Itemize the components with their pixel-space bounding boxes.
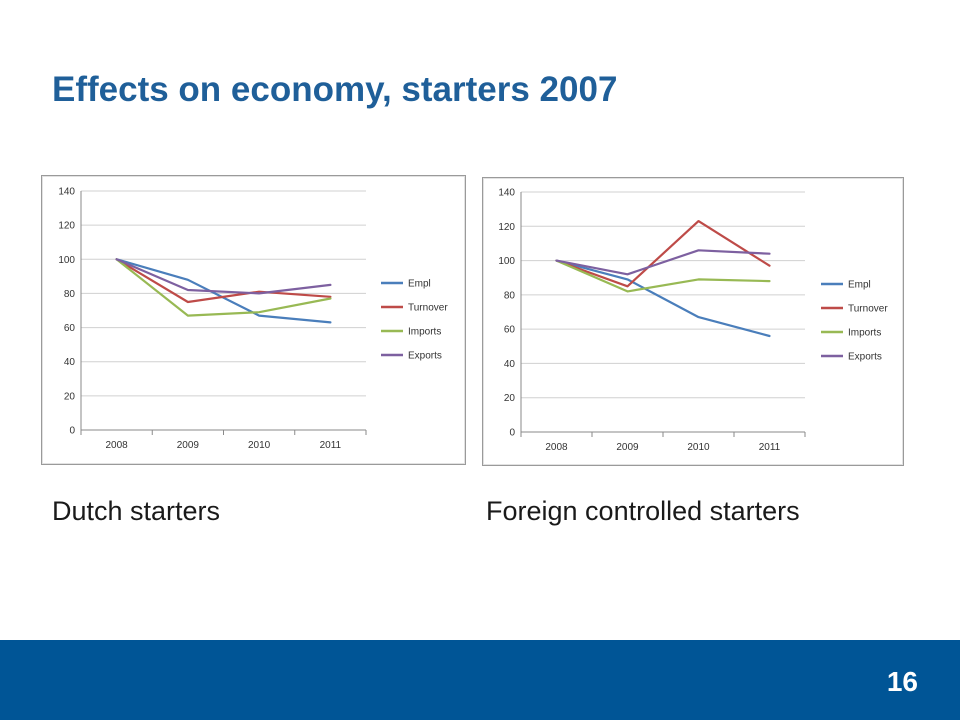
series-line-exports xyxy=(555,249,771,276)
y-tick-label: 80 xyxy=(64,289,76,300)
chart-foreign-starters-svg: 0 20 40 60 80 100 120 140 2008 2009 2010 2011 Empl Tu… xyxy=(498,188,888,454)
caption-dutch-starters: Dutch starters xyxy=(52,496,221,526)
x-tick-label: 2009 xyxy=(616,442,639,453)
y-tick-label: 140 xyxy=(498,188,515,199)
y-tick-label: 0 xyxy=(509,428,515,439)
y-tick-label: 40 xyxy=(64,357,76,368)
chart-foreign-starters: 0 20 40 60 80 100 120 140 2008 2009 2010 2011 Empl Tu… xyxy=(482,177,904,466)
x-tick-label: 2011 xyxy=(320,440,342,451)
series-line-empl xyxy=(555,259,771,338)
series-line-turnover xyxy=(115,258,332,304)
x-tick-label: 2011 xyxy=(759,442,781,453)
legend-label-imports: Imports xyxy=(848,328,881,339)
legend-label-empl: Empl xyxy=(408,279,431,290)
x-tick-label: 2008 xyxy=(545,442,568,453)
x-tick-label: 2010 xyxy=(248,440,271,451)
slide-title: Effects on economy, starters 2007 xyxy=(52,70,618,109)
series-line-imports xyxy=(555,259,771,293)
x-tick-label: 2009 xyxy=(177,440,200,451)
page-number: 16 xyxy=(886,666,918,697)
x-tick-label: 2010 xyxy=(687,442,710,453)
legend-label-turnover: Turnover xyxy=(408,303,448,314)
y-tick-label: 80 xyxy=(504,290,516,301)
y-tick-label: 60 xyxy=(504,325,516,336)
y-tick-label: 60 xyxy=(64,323,76,334)
legend-label-empl: Empl xyxy=(848,280,871,291)
chart-dutch-starters-svg: 0 20 40 60 80 100 120 140 2008 2009 2010 2011 Empl Tu… xyxy=(58,187,448,452)
y-tick-label: 120 xyxy=(58,221,75,232)
series-line-exports xyxy=(115,258,332,295)
legend-label-turnover: Turnover xyxy=(848,304,888,315)
series-line-imports xyxy=(115,258,332,317)
y-tick-label: 140 xyxy=(58,187,75,198)
y-tick-label: 100 xyxy=(498,256,515,267)
series-line-turnover xyxy=(555,219,771,288)
y-tick-label: 100 xyxy=(58,255,75,266)
y-tick-label: 0 xyxy=(69,426,75,437)
footer-bar: 16 xyxy=(0,640,960,720)
y-tick-label: 20 xyxy=(64,391,76,402)
caption-foreign-starters: Foreign controlled starters xyxy=(486,496,800,526)
x-tick-label: 2008 xyxy=(106,440,129,451)
legend-label-exports: Exports xyxy=(408,351,442,362)
y-tick-label: 40 xyxy=(504,359,516,370)
chart-dutch-starters: 0 20 40 60 80 100 120 140 2008 2009 2010 2011 Empl Tu… xyxy=(41,175,466,465)
legend-label-imports: Imports xyxy=(408,327,441,338)
legend-label-exports: Exports xyxy=(848,352,882,363)
y-tick-label: 120 xyxy=(498,222,515,233)
y-tick-label: 20 xyxy=(504,393,516,404)
